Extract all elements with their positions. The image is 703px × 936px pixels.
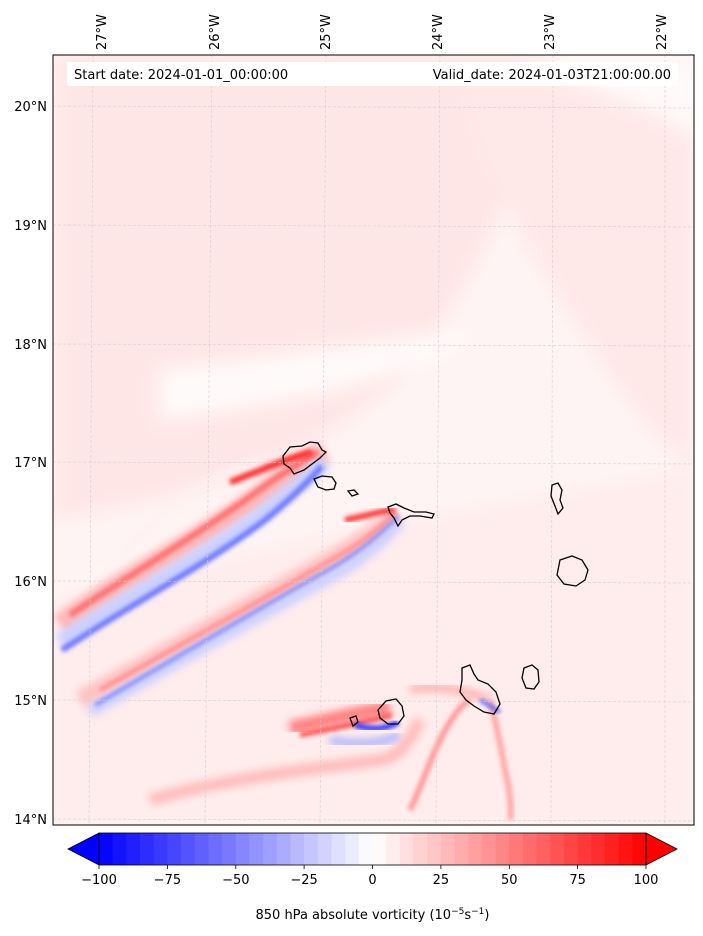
colorbar-segment xyxy=(522,833,538,865)
cbar-tick-label: −100 xyxy=(81,873,117,888)
colorbar-segment xyxy=(358,833,374,865)
map-frame xyxy=(52,54,695,826)
colorbar-segment xyxy=(468,833,483,865)
colorbar-segment xyxy=(249,833,264,865)
coastlines xyxy=(282,441,589,728)
island-sal xyxy=(550,482,564,516)
vorticity-field-background xyxy=(53,55,694,825)
colorbar-segment xyxy=(536,833,551,865)
colorbar-segment xyxy=(317,833,333,865)
valid-date-text: Valid_date: 2024-01-03T21:00:00.00 xyxy=(433,68,671,83)
colorbar-segment xyxy=(386,833,401,865)
colorbar-segment xyxy=(235,833,251,865)
colorbar-segment xyxy=(263,833,278,865)
longitude-axis: 27°W 26°W 25°W 24°W 23°W 22°W xyxy=(95,14,670,50)
colorbar-segment xyxy=(126,833,141,865)
lon-tick-label: 27°W xyxy=(95,14,110,50)
colorbar-segment xyxy=(153,833,168,865)
colorbar-segment xyxy=(495,833,510,865)
lat-tick-label: 15°N xyxy=(14,694,47,709)
island-brava xyxy=(349,715,359,728)
colorbar-segment xyxy=(591,833,606,865)
colorbar-segment xyxy=(290,833,305,865)
lat-tick-label: 16°N xyxy=(14,575,47,590)
gridlines xyxy=(53,55,694,825)
colorbar-extend-max xyxy=(645,832,678,866)
island-maio xyxy=(521,664,540,690)
lat-tick-label: 20°N xyxy=(14,100,47,115)
colorbar-label: 850 hPa absolute vorticity (10−5s−1) xyxy=(256,907,490,923)
island-santiago xyxy=(459,664,501,715)
cbar-tick-label: −25 xyxy=(290,873,317,888)
cbar-tick-label: 25 xyxy=(433,873,450,888)
island-sao-vicente xyxy=(313,475,337,491)
cbar-tick-label: −75 xyxy=(154,873,181,888)
cbar-tick-label: 50 xyxy=(501,873,518,888)
colorbar-segment xyxy=(413,833,428,865)
colorbar-extend-min xyxy=(67,832,100,866)
cbar-tick-label: 75 xyxy=(569,873,586,888)
vorticity-streaks xyxy=(53,442,514,821)
colorbar-segment xyxy=(167,833,182,865)
cbar-tick-label: 100 xyxy=(634,873,659,888)
latitude-axis: 20°N 19°N 18°N 17°N 16°N 15°N 14°N xyxy=(14,100,47,828)
lat-tick-label: 18°N xyxy=(14,338,47,353)
colorbar-segment xyxy=(208,833,223,865)
island-santo-antao xyxy=(282,441,328,475)
colorbar-segment xyxy=(618,833,633,865)
colorbar-segment xyxy=(399,833,415,865)
start-date-text: Start date: 2024-01-01_00:00:00 xyxy=(74,68,288,83)
colorbar-segment xyxy=(112,833,127,865)
lon-tick-label: 22°W xyxy=(655,14,670,50)
cbar-tick-label: 0 xyxy=(368,873,376,888)
colorbar-segment xyxy=(331,833,346,865)
colorbar-segment xyxy=(427,833,442,865)
colorbar-segment xyxy=(222,833,237,865)
colorbar-segment xyxy=(181,833,196,865)
lon-tick-label: 23°W xyxy=(543,14,558,50)
colorbar-segment xyxy=(481,833,497,865)
lat-tick-label: 19°N xyxy=(14,219,47,234)
colorbar-segments xyxy=(99,833,647,865)
island-sao-nicolau xyxy=(387,503,435,528)
colorbar-segment xyxy=(194,833,210,865)
lon-tick-label: 24°W xyxy=(431,14,446,50)
map-panel: Start date: 2024-01-01_00:00:00 Valid_da… xyxy=(53,55,694,825)
colorbar-segment xyxy=(563,833,579,865)
island-boa-vista xyxy=(556,555,589,587)
colorbar-segment xyxy=(604,833,620,865)
cbar-tick-label: −50 xyxy=(222,873,249,888)
colorbar-tick-labels: −100 −75 −50 −25 0 25 50 75 100 xyxy=(81,873,658,888)
colorbar-segment xyxy=(509,833,524,865)
colorbar-ticks xyxy=(98,865,647,869)
lon-tick-label: 26°W xyxy=(208,14,223,50)
colorbar-segment xyxy=(632,833,647,865)
colorbar-segment xyxy=(99,833,114,865)
colorbar-segment xyxy=(276,833,292,865)
island-fogo xyxy=(377,698,405,725)
lat-tick-label: 17°N xyxy=(14,456,47,471)
colorbar-segment xyxy=(304,833,319,865)
colorbar-segment xyxy=(440,833,456,865)
island-santa-luzia xyxy=(346,489,360,497)
lat-tick-label: 14°N xyxy=(14,813,47,828)
colorbar-segment xyxy=(577,833,592,865)
colorbar-segment xyxy=(454,833,469,865)
colorbar-segment xyxy=(140,833,155,865)
colorbar-segment xyxy=(550,833,565,865)
colorbar-segment xyxy=(372,833,387,865)
colorbar-segment xyxy=(345,833,360,865)
colorbar: −100 −75 −50 −25 0 25 50 75 100 850 hPa … xyxy=(67,832,678,923)
lon-tick-label: 25°W xyxy=(319,14,334,50)
date-info-box xyxy=(67,62,678,86)
